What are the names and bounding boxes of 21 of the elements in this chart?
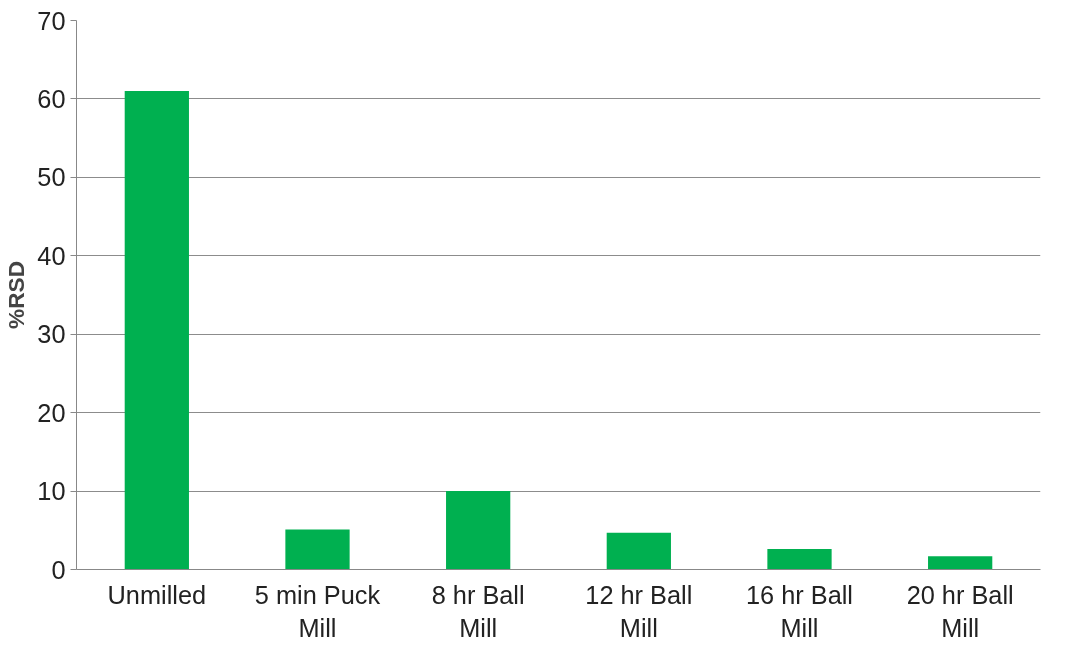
x-tick-label: 20 hr Ball Mill — [906, 580, 1014, 643]
y-tick-label: 20 — [37, 398, 66, 427]
bar — [285, 529, 350, 570]
y-tick-label: 60 — [37, 84, 66, 113]
y-tick-label: 0 — [51, 555, 66, 584]
y-tick-label: 30 — [37, 320, 66, 349]
x-tick-label: Unmilled — [107, 580, 207, 609]
y-axis-title: %RSD — [3, 261, 30, 329]
bar — [606, 532, 671, 570]
bar — [446, 491, 511, 570]
x-tick-label: 16 hr Ball Mill — [746, 580, 854, 643]
y-tick-label: 10 — [37, 477, 66, 506]
x-tick-label: 12 hr Ball Mill — [585, 580, 693, 643]
bar — [124, 91, 189, 570]
bar — [767, 549, 832, 570]
x-tick-label: 5 min Puck Mill — [254, 580, 381, 643]
y-tick-label: 50 — [37, 163, 66, 192]
bar — [928, 556, 993, 570]
x-tick-label: 8 hr Ball Mill — [431, 580, 525, 643]
y-tick-label: 40 — [37, 241, 66, 270]
y-tick-label: 70 — [37, 6, 66, 35]
